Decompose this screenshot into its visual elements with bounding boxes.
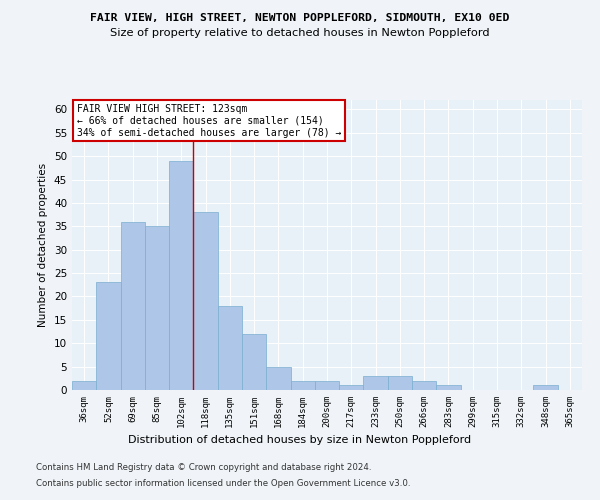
Bar <box>290 380 315 390</box>
Text: FAIR VIEW HIGH STREET: 123sqm
← 66% of detached houses are smaller (154)
34% of : FAIR VIEW HIGH STREET: 123sqm ← 66% of d… <box>77 104 341 138</box>
Bar <box>218 306 242 390</box>
Bar <box>436 386 461 390</box>
Bar <box>315 380 339 390</box>
Bar <box>193 212 218 390</box>
Bar <box>242 334 266 390</box>
Bar <box>169 161 193 390</box>
Bar <box>388 376 412 390</box>
Text: Contains HM Land Registry data © Crown copyright and database right 2024.: Contains HM Land Registry data © Crown c… <box>36 464 371 472</box>
Bar <box>339 386 364 390</box>
Bar <box>266 366 290 390</box>
Bar <box>72 380 96 390</box>
Bar <box>121 222 145 390</box>
Y-axis label: Number of detached properties: Number of detached properties <box>38 163 49 327</box>
Bar <box>145 226 169 390</box>
Text: FAIR VIEW, HIGH STREET, NEWTON POPPLEFORD, SIDMOUTH, EX10 0ED: FAIR VIEW, HIGH STREET, NEWTON POPPLEFOR… <box>91 12 509 22</box>
Bar <box>96 282 121 390</box>
Text: Size of property relative to detached houses in Newton Poppleford: Size of property relative to detached ho… <box>110 28 490 38</box>
Bar <box>533 386 558 390</box>
Text: Contains public sector information licensed under the Open Government Licence v3: Contains public sector information licen… <box>36 478 410 488</box>
Text: Distribution of detached houses by size in Newton Poppleford: Distribution of detached houses by size … <box>128 435 472 445</box>
Bar <box>412 380 436 390</box>
Bar <box>364 376 388 390</box>
